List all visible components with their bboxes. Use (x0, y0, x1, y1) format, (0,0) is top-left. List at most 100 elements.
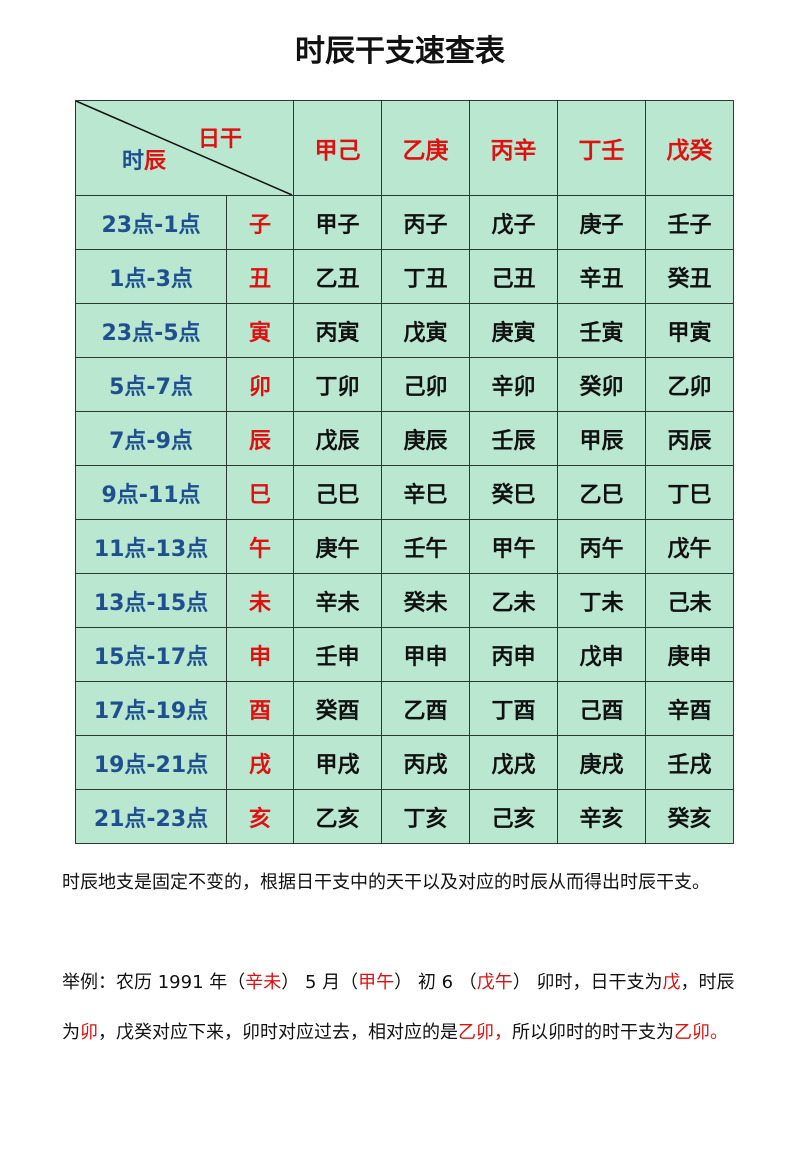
column-header: 甲己 (293, 100, 382, 196)
corner-hour-label-a: 时 (122, 149, 145, 174)
stem-branch-cell: 戊午 (645, 519, 734, 574)
column-header: 丙辛 (469, 100, 558, 196)
earthly-branch-cell: 未 (226, 573, 294, 628)
diagonal-divider (76, 101, 292, 195)
time-range-cell: 13点-15点 (75, 573, 227, 628)
stem-branch-cell: 癸亥 (645, 789, 734, 844)
corner-hour-label-b: 辰 (144, 149, 167, 174)
stem-branch-cell: 乙亥 (293, 789, 382, 844)
column-header: 乙庚 (381, 100, 470, 196)
earthly-branch-cell: 寅 (226, 303, 294, 358)
stem-branch-cell: 戊辰 (293, 411, 382, 466)
table-row: 15点-17点申壬申 甲申 丙申 戊申 庚申 (75, 627, 734, 682)
stem-branch-cell: 丙子 (381, 195, 470, 250)
text-segment: ，戊癸对应下来，卯时对应过去，相对应的是 (98, 1022, 458, 1043)
stem-branch-cell: 壬午 (381, 519, 470, 574)
highlighted-text: 乙卯。 (674, 1022, 728, 1043)
stem-branch-cell: 辛巳 (381, 465, 470, 520)
stem-branch-cell: 己未 (645, 573, 734, 628)
highlighted-text: 辛未 (245, 972, 282, 993)
stem-branch-cell: 甲辰 (557, 411, 646, 466)
earthly-branch-cell: 申 (226, 627, 294, 682)
column-header: 戊癸 (645, 100, 734, 196)
example-paragraph: 举例：农历 1991 年（辛未） 5 月（甲午） 初 6 （戊午） 卯时，日干支… (62, 958, 742, 1058)
stem-branch-cell: 己酉 (557, 681, 646, 736)
stem-branch-cell: 戊申 (557, 627, 646, 682)
stem-branch-cell: 甲戌 (293, 735, 382, 790)
stem-branch-cell: 癸酉 (293, 681, 382, 736)
time-range-cell: 9点-11点 (75, 465, 227, 520)
stem-branch-cell: 乙酉 (381, 681, 470, 736)
table-row: 19点-21点戌甲戌 丙戌 戊戌 庚戌 壬戌 (75, 735, 734, 790)
stem-branch-cell: 甲子 (293, 195, 382, 250)
table-row: 11点-13点午庚午 壬午 甲午 丙午 戊午 (75, 519, 734, 574)
time-range-cell: 21点-23点 (75, 789, 227, 844)
time-range-cell: 15点-17点 (75, 627, 227, 682)
table-row: 21点-23点亥乙亥 丁亥 己亥 辛亥 癸亥 (75, 789, 734, 844)
explanation-paragraph: 时辰地支是固定不变的，根据日干支中的天干以及对应的时辰从而得出时辰干支。 (62, 858, 742, 908)
earthly-branch-cell: 子 (226, 195, 294, 250)
time-range-cell: 5点-7点 (75, 357, 227, 412)
stem-branch-cell: 壬申 (293, 627, 382, 682)
earthly-branch-cell: 酉 (226, 681, 294, 736)
table-row: 5点-7点卯丁卯 己卯 辛卯 癸卯 乙卯 (75, 357, 734, 412)
stem-branch-cell: 辛酉 (645, 681, 734, 736)
text-segment: ，时辰为 (62, 972, 735, 1043)
highlighted-text: 甲午 (358, 972, 395, 993)
stem-branch-cell: 乙未 (469, 573, 558, 628)
stem-branch-cell: 丙午 (557, 519, 646, 574)
stem-branch-cell: 丙辰 (645, 411, 734, 466)
stem-branch-cell: 己亥 (469, 789, 558, 844)
stem-branch-cell: 壬戌 (645, 735, 734, 790)
earthly-branch-cell: 巳 (226, 465, 294, 520)
corner-cell: 日干 时辰 (75, 100, 294, 196)
earthly-branch-cell: 亥 (226, 789, 294, 844)
earthly-branch-cell: 戌 (226, 735, 294, 790)
stem-branch-cell: 壬子 (645, 195, 734, 250)
stem-branch-cell: 戊子 (469, 195, 558, 250)
time-range-cell: 7点-9点 (75, 411, 227, 466)
stem-branch-cell: 丁酉 (469, 681, 558, 736)
table-row: 7点-9点辰戊辰 庚辰 壬辰 甲辰 丙辰 (75, 411, 734, 466)
stem-branch-cell: 庚寅 (469, 303, 558, 358)
table-row: 23点-5点寅丙寅 戊寅 庚寅 壬寅 甲寅 (75, 303, 734, 358)
stem-branch-cell: 癸丑 (645, 249, 734, 304)
stem-branch-cell: 己巳 (293, 465, 382, 520)
stem-branch-cell: 癸未 (381, 573, 470, 628)
stem-branch-cell: 丁未 (557, 573, 646, 628)
stem-branch-cell: 乙巳 (557, 465, 646, 520)
stem-branch-cell: 壬寅 (557, 303, 646, 358)
stem-branch-cell: 甲午 (469, 519, 558, 574)
stem-branch-cell: 辛亥 (557, 789, 646, 844)
time-range-cell: 23点-5点 (75, 303, 227, 358)
hour-stem-branch-table: 日干 时辰 甲己 乙庚 丙辛 丁壬 戊癸 23点-1点子甲子 丙子 戊子 庚子 壬子 1点… (75, 100, 734, 844)
table-row: 1点-3点丑乙丑 丁丑 己丑 辛丑 癸丑 (75, 249, 734, 304)
time-range-cell: 19点-21点 (75, 735, 227, 790)
stem-branch-cell: 庚戌 (557, 735, 646, 790)
stem-branch-cell: 丙申 (469, 627, 558, 682)
earthly-branch-cell: 午 (226, 519, 294, 574)
stem-branch-cell: 己卯 (381, 357, 470, 412)
stem-branch-cell: 辛卯 (469, 357, 558, 412)
stem-branch-cell: 庚午 (293, 519, 382, 574)
stem-branch-cell: 壬辰 (469, 411, 558, 466)
stem-branch-cell: 丁巳 (645, 465, 734, 520)
stem-branch-cell: 癸巳 (469, 465, 558, 520)
page-title: 时辰干支速查表 (295, 34, 505, 69)
highlighted-text: 卯 (80, 1022, 98, 1043)
text-segment: ） 初 6 （ (394, 972, 477, 993)
earthly-branch-cell: 辰 (226, 411, 294, 466)
stem-branch-cell: 丁卯 (293, 357, 382, 412)
stem-branch-cell: 己丑 (469, 249, 558, 304)
stem-branch-cell: 庚子 (557, 195, 646, 250)
text-segment: ） 5 月（ (281, 972, 359, 993)
stem-branch-cell: 甲申 (381, 627, 470, 682)
corner-day-stem-label: 日干 (198, 127, 243, 152)
table-row: 23点-1点子甲子 丙子 戊子 庚子 壬子 (75, 195, 734, 250)
table-header-row: 日干 时辰 甲己 乙庚 丙辛 丁壬 戊癸 (75, 100, 734, 196)
table-row: 9点-11点巳己巳 辛巳 癸巳 乙巳 丁巳 (75, 465, 734, 520)
stem-branch-cell: 丙寅 (293, 303, 382, 358)
corner-hour-label: 时辰 (122, 143, 166, 175)
stem-branch-cell: 丁亥 (381, 789, 470, 844)
time-range-cell: 11点-13点 (75, 519, 227, 574)
